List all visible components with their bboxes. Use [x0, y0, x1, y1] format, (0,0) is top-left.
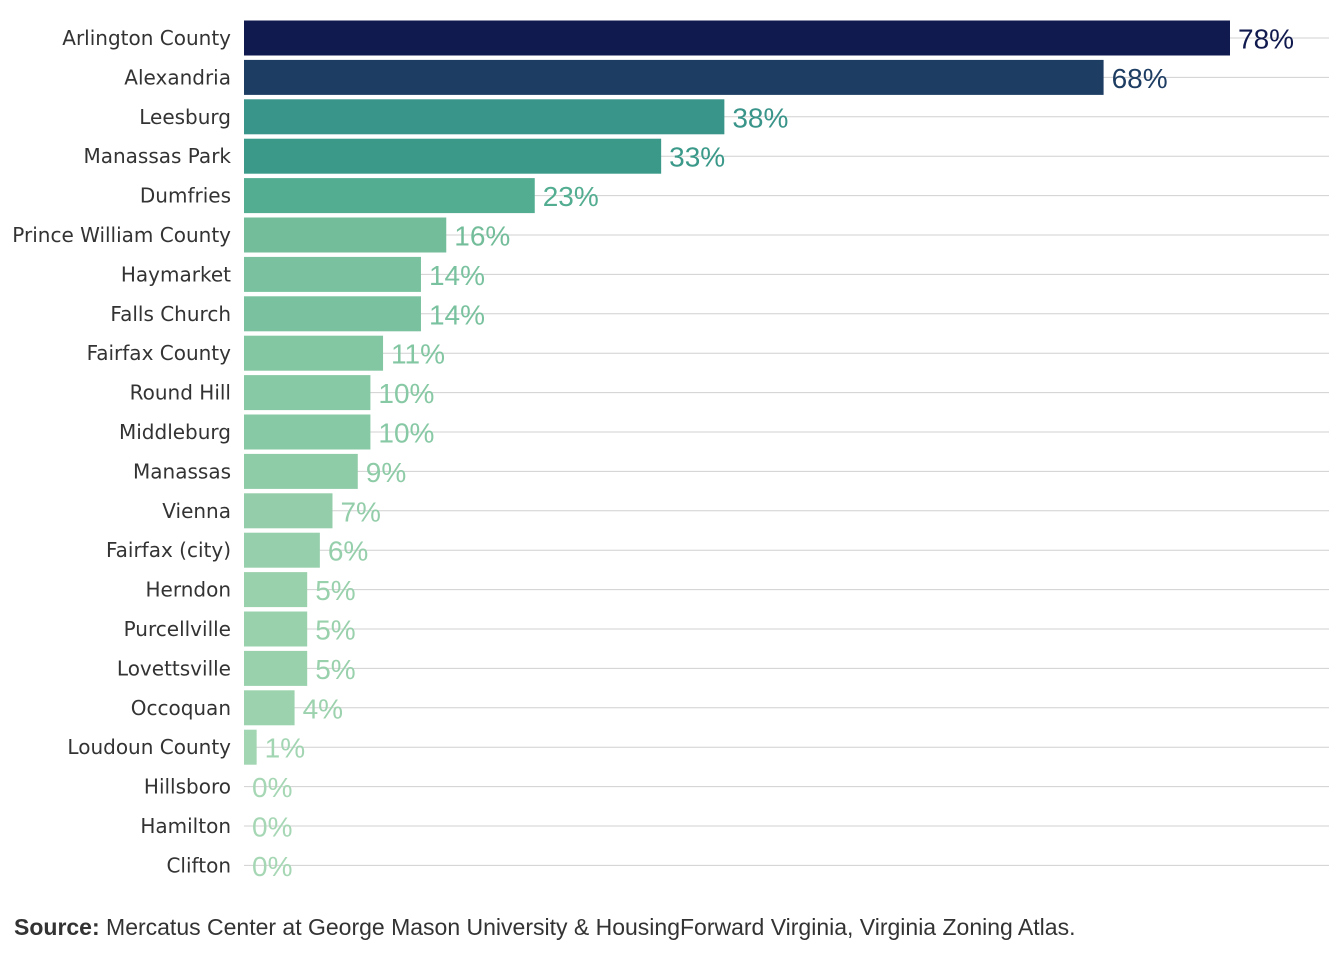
- bars: [244, 20, 1230, 765]
- bar: [244, 650, 308, 686]
- bar: [244, 690, 295, 726]
- category-label: Hillsboro: [144, 775, 231, 799]
- source-note: Source: Mercatus Center at George Mason …: [14, 914, 1075, 941]
- category-label: Prince William County: [12, 223, 231, 247]
- value-label: 0%: [252, 772, 292, 803]
- bar: [244, 532, 320, 568]
- category-label: Round Hill: [130, 381, 231, 405]
- category-label: Fairfax County: [87, 341, 232, 365]
- bar: [244, 59, 1104, 95]
- category-label: Hamilton: [140, 814, 231, 838]
- category-label: Vienna: [162, 499, 231, 523]
- category-label: Manassas: [133, 459, 231, 483]
- bar: [244, 99, 725, 135]
- category-label: Occoquan: [131, 696, 231, 720]
- category-label: Dumfries: [140, 184, 231, 208]
- value-label: 7%: [340, 496, 380, 527]
- value-label: 78%: [1238, 24, 1294, 55]
- value-label: 0%: [252, 851, 292, 882]
- bar: [244, 453, 358, 489]
- value-label: 10%: [378, 418, 434, 449]
- value-label: 11%: [391, 339, 445, 370]
- bar: [244, 20, 1230, 56]
- value-label: 5%: [315, 575, 355, 606]
- bar: [244, 611, 308, 647]
- value-labels: 78% 68% 38%33% 23% 16% 14% 14% 11% 10% 10% 9% 7% 6% 5…: [252, 24, 1294, 882]
- category-label: Haymarket: [121, 262, 231, 286]
- value-label: 4%: [303, 693, 343, 724]
- category-label: Manassas Park: [83, 144, 231, 168]
- value-label: 0%: [252, 812, 292, 843]
- bar: [244, 178, 535, 214]
- bar: [244, 414, 371, 450]
- category-labels: Arlington County Alexandria Leesburg Manass…: [12, 26, 231, 877]
- bar: [244, 256, 421, 292]
- category-label: Falls Church: [110, 302, 231, 326]
- category-label: Loudoun County: [67, 735, 231, 759]
- category-label: Fairfax (city): [106, 538, 231, 562]
- value-label: 33%: [669, 142, 725, 173]
- source-text: Mercatus Center at George Mason Universi…: [99, 914, 1076, 940]
- value-label: 1%: [265, 733, 305, 764]
- source-label: Source:: [14, 914, 100, 940]
- value-label: 16%: [454, 221, 510, 252]
- bar-chart: Arlington County Alexandria Leesburg Manass…: [12, 20, 1329, 882]
- category-label: Purcellville: [124, 617, 231, 641]
- bar: [244, 296, 421, 332]
- value-label: 6%: [328, 536, 368, 567]
- category-label: Middleburg: [119, 420, 231, 444]
- bar: [244, 572, 308, 608]
- bar: [244, 335, 384, 371]
- category-label: Herndon: [146, 578, 232, 602]
- category-label: Alexandria: [124, 65, 231, 89]
- bar: [244, 493, 333, 529]
- category-label: Lovettsville: [117, 656, 231, 680]
- category-label: Clifton: [166, 853, 231, 877]
- value-label: 14%: [429, 260, 485, 291]
- value-label: 5%: [315, 654, 355, 685]
- value-label: 38%: [732, 102, 788, 133]
- value-label: 68%: [1112, 63, 1168, 94]
- bar: [244, 217, 447, 253]
- value-label: 23%: [543, 181, 599, 212]
- value-label: 9%: [366, 457, 406, 488]
- bar: [244, 375, 371, 411]
- bar: [244, 138, 662, 174]
- bar: [244, 729, 257, 765]
- category-label: Leesburg: [139, 105, 231, 129]
- category-label: Arlington County: [62, 26, 231, 50]
- value-label: 14%: [429, 299, 485, 330]
- value-label: 10%: [378, 378, 434, 409]
- value-label: 5%: [315, 615, 355, 646]
